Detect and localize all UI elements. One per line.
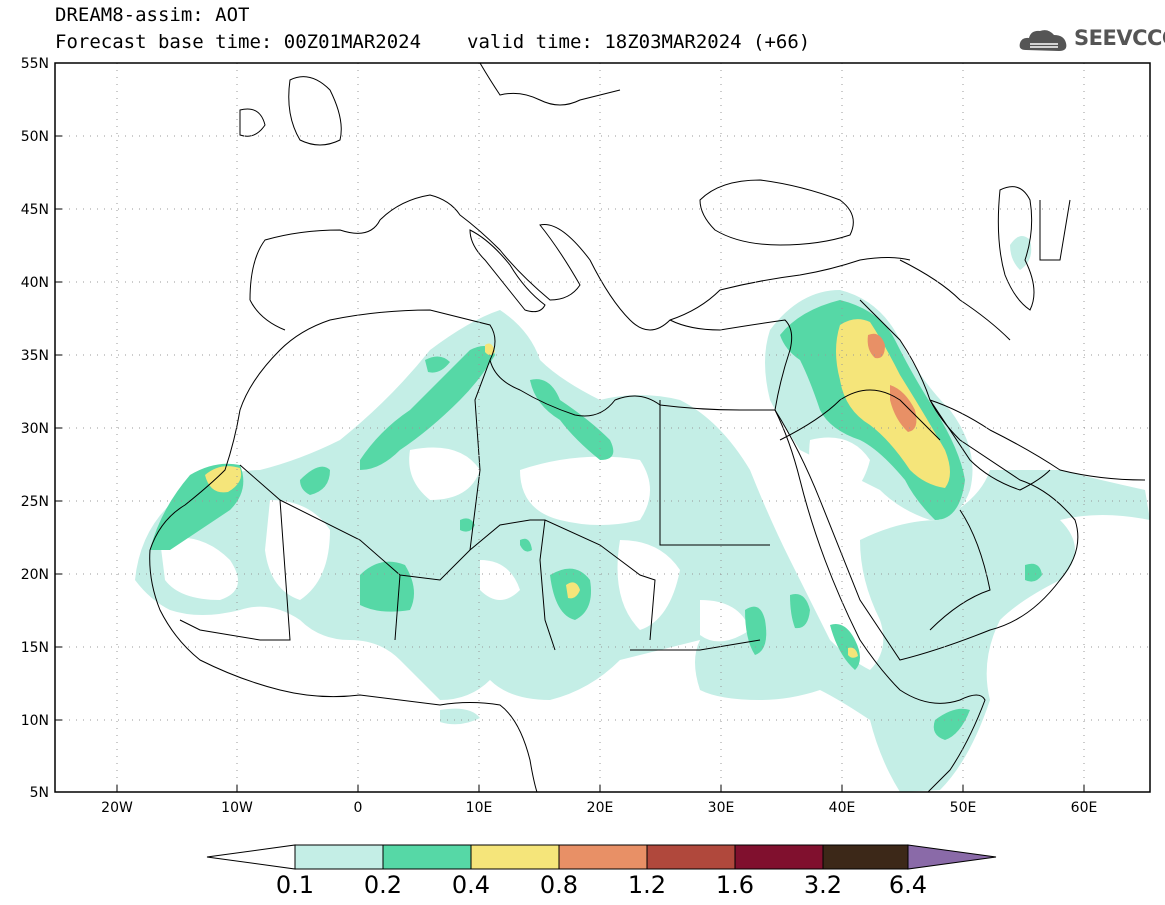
lon-label: 20W — [101, 800, 133, 816]
lon-label: 50E — [950, 800, 977, 816]
lon-label: 30E — [708, 800, 735, 816]
forecast-times: Forecast base time: 00Z01MAR2024 valid ti… — [55, 31, 810, 53]
lon-label: 20E — [587, 800, 614, 816]
colorbar-bin — [558, 844, 648, 870]
lat-label: 30N — [21, 421, 49, 437]
lat-label: 35N — [21, 348, 49, 364]
lat-label: 15N — [21, 640, 49, 656]
colorbar-label: 0.4 — [452, 871, 490, 899]
colorbar-label: 0.2 — [364, 871, 402, 899]
colorbar-bin — [294, 844, 384, 870]
lon-label: 40E — [829, 800, 856, 816]
lon-label: 10E — [466, 800, 493, 816]
colorbar-left-triangle — [206, 844, 296, 870]
lon-label: 0 — [354, 800, 363, 816]
lat-label: 25N — [21, 494, 49, 510]
lat-label: 40N — [21, 275, 49, 291]
valid-time: valid time: 18Z03MAR2024 (+66) — [467, 31, 811, 53]
lat-label: 50N — [21, 129, 49, 145]
logo-text: SEEVCCC — [1074, 26, 1165, 50]
colorbar-bin — [470, 844, 560, 870]
lat-label: 55N — [21, 56, 49, 72]
base-time: Forecast base time: 00Z01MAR2024 — [55, 31, 422, 53]
colorbar-label: 1.2 — [628, 871, 666, 899]
colorbar-bin — [734, 844, 824, 870]
colorbar-bin — [822, 844, 909, 870]
colorbar-label: 0.1 — [276, 871, 314, 899]
grid-lines — [55, 63, 1150, 792]
lat-label: 5N — [30, 785, 49, 801]
colorbar-label: 1.6 — [716, 871, 754, 899]
lat-label: 20N — [21, 567, 49, 583]
axis-ticks — [55, 62, 1085, 793]
cloud-icon — [1019, 30, 1067, 51]
lon-label: 10W — [221, 800, 253, 816]
colorbar-right-triangle — [907, 844, 997, 870]
aot-fields — [135, 236, 1150, 792]
colorbar-bin — [382, 844, 472, 870]
lat-label: 10N — [21, 713, 49, 729]
map-title: DREAM8-assim: AOT — [55, 4, 250, 26]
colorbar-label: 0.8 — [540, 871, 578, 899]
lon-label: 60E — [1071, 800, 1098, 816]
colorbar-label: 3.2 — [804, 871, 842, 899]
lat-label: 45N — [21, 202, 49, 218]
coastlines — [149, 63, 1146, 792]
colorbar — [206, 844, 997, 870]
colorbar-bin — [646, 844, 736, 870]
colorbar-label: 6.4 — [889, 871, 927, 899]
